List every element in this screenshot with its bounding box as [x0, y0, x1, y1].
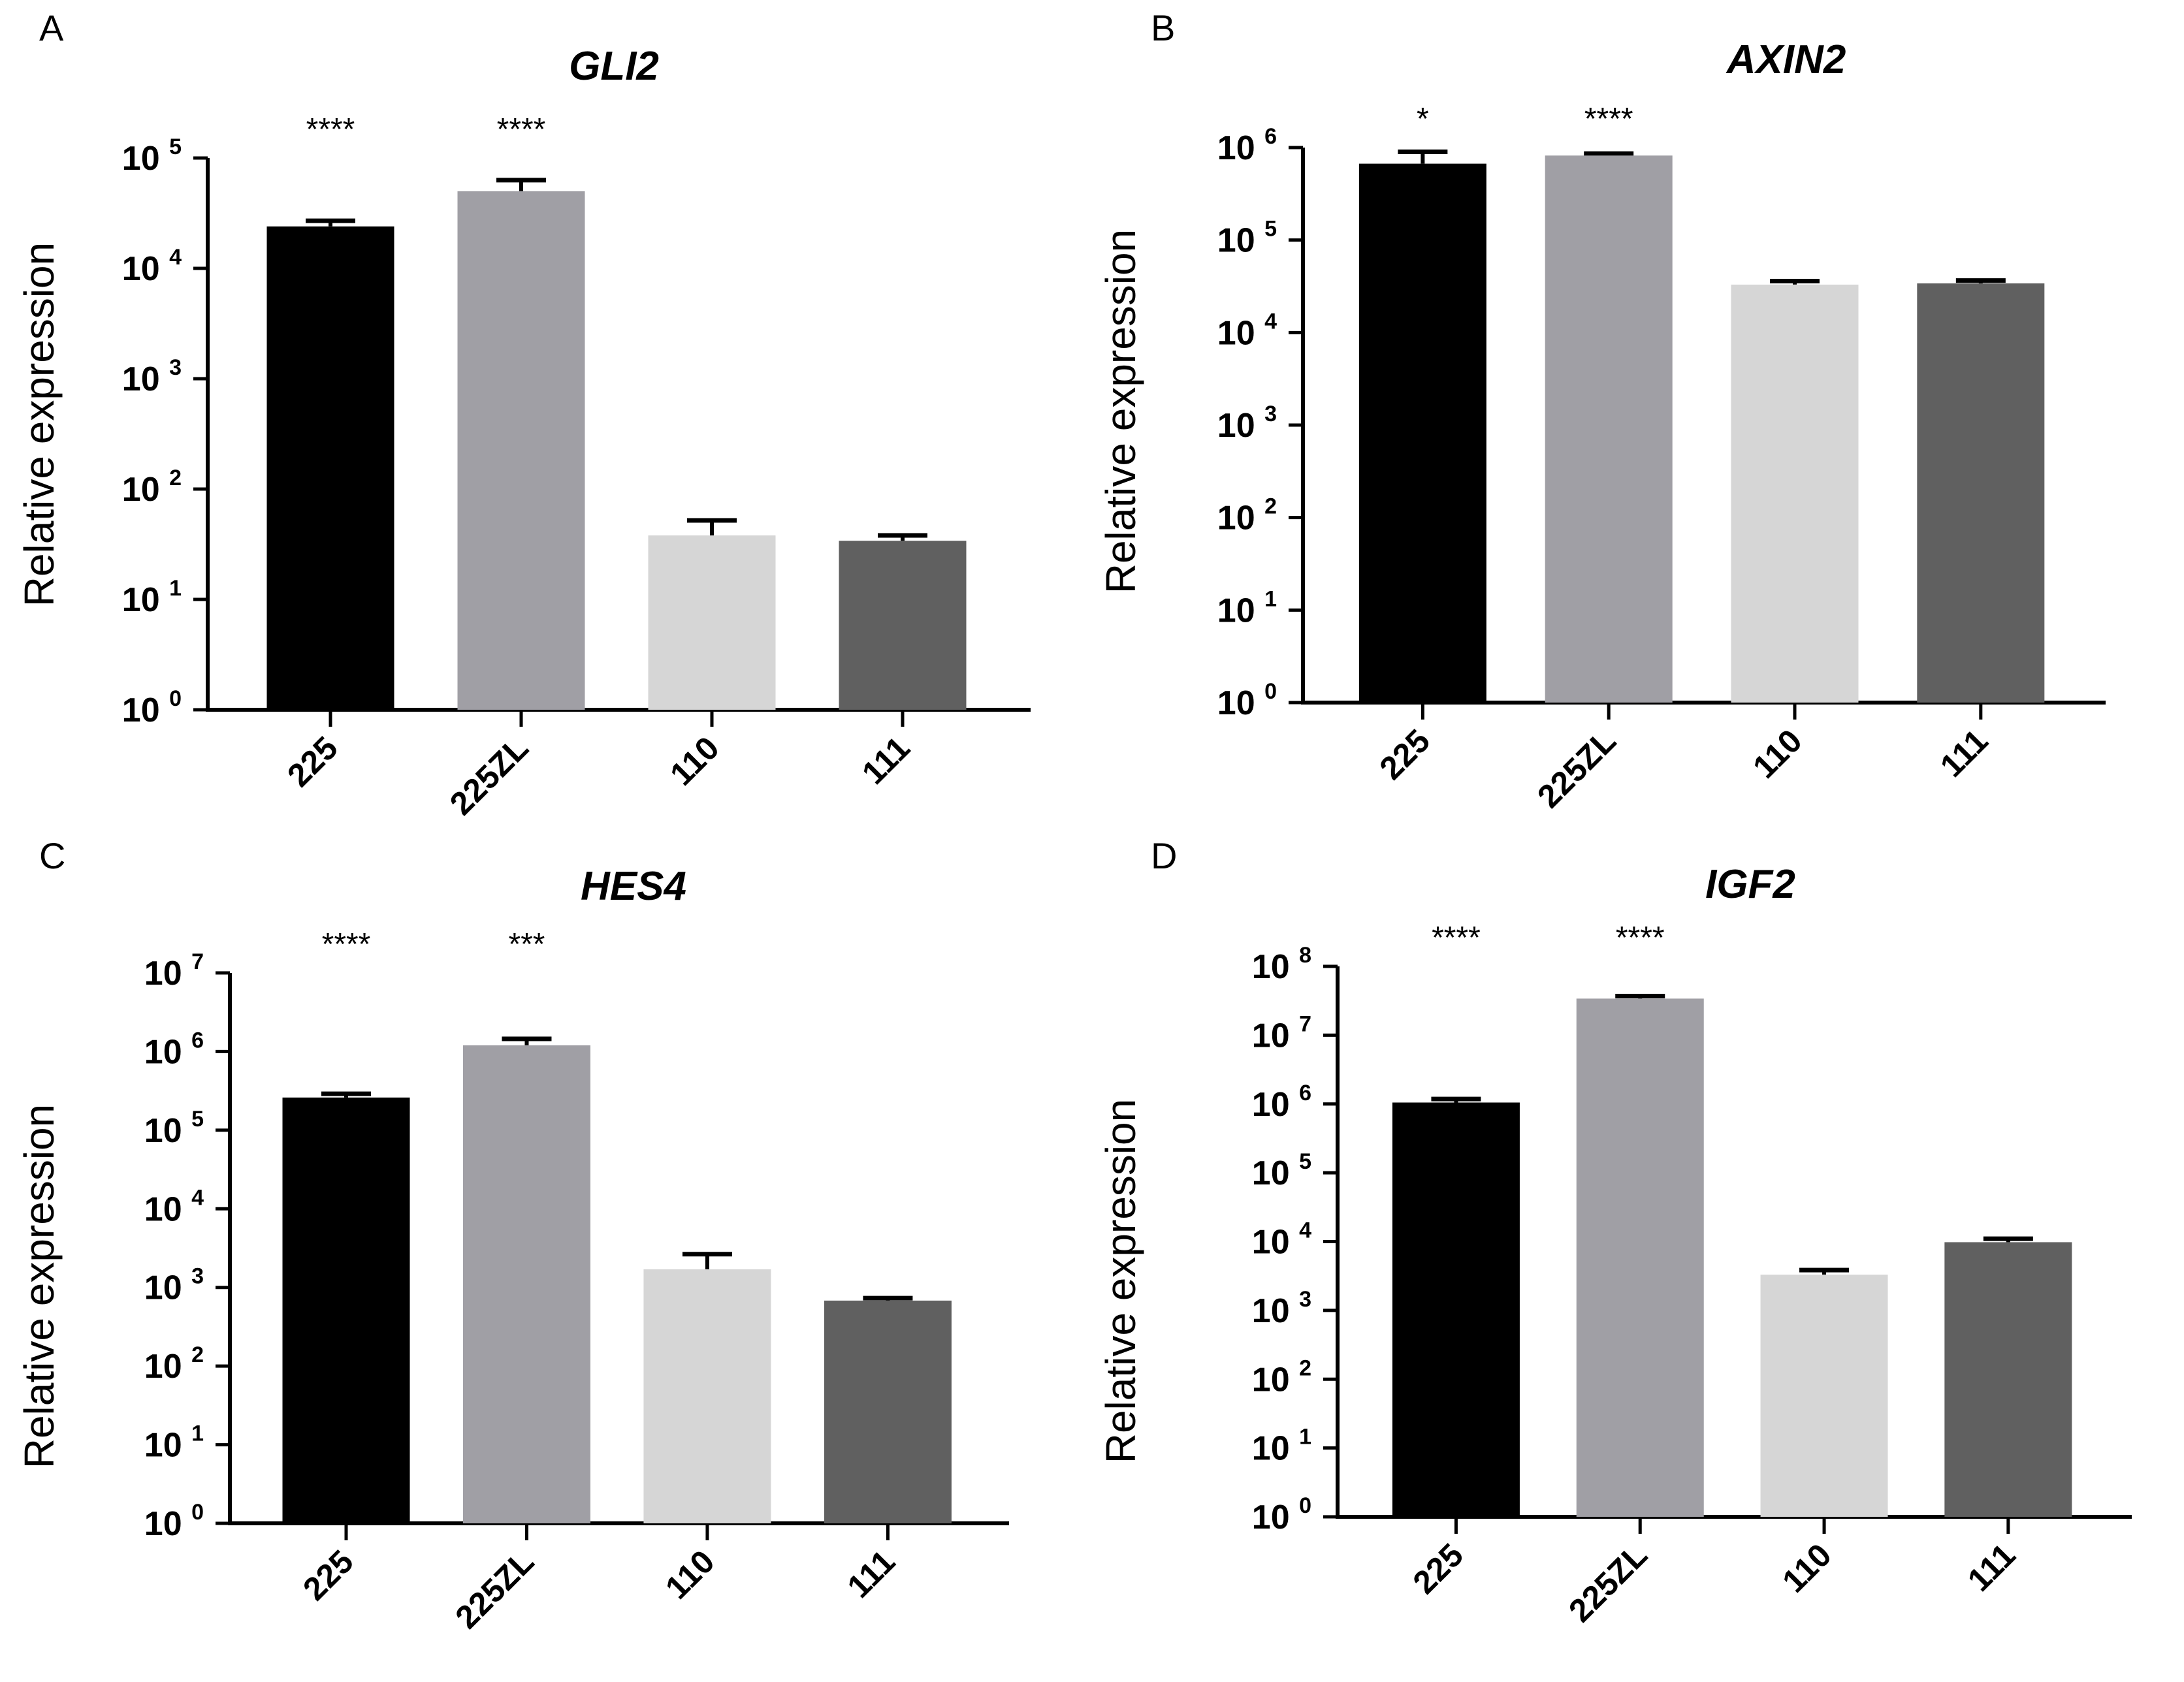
chart-panel-A: A GLI2 Relative expression 10 0 10 1 10 2 10 3… — [16, 7, 1031, 822]
significance-label: **** — [1616, 921, 1665, 955]
significance-label: **** — [1432, 921, 1481, 955]
y-tick-label: 10 2 — [144, 1342, 204, 1386]
category-label: 225 — [1406, 1536, 1471, 1601]
chart-title: AXIN2 — [1726, 37, 1846, 82]
category-label: 225ZL — [443, 729, 536, 822]
y-tick-label: 10 3 — [144, 1264, 204, 1307]
bar-225ZL — [1576, 998, 1704, 1517]
category-label: 110 — [1746, 722, 1809, 785]
category-label: 110 — [658, 1543, 722, 1606]
chart-title: GLI2 — [569, 44, 659, 89]
y-tick-label: 10 5 — [122, 135, 182, 178]
y-tick-label: 10 6 — [144, 1028, 204, 1071]
y-tick-label: 10 1 — [1252, 1425, 1311, 1468]
y-axis-label: Relative expression — [16, 1104, 63, 1469]
chart-panel-C: C HES4 Relative expression 10 0 10 1 10 2 10 3… — [16, 835, 1009, 1636]
y-tick-label: 10 3 — [122, 355, 182, 398]
bar-111 — [1944, 1242, 2072, 1517]
bar-110 — [1760, 1275, 1888, 1517]
y-tick-label: 10 4 — [1217, 309, 1277, 352]
category-label: 225ZL — [448, 1543, 541, 1636]
bar-111 — [839, 541, 967, 710]
category-label: 111 — [1961, 1536, 2023, 1598]
bar-111 — [1917, 283, 2045, 703]
significance-label: *** — [508, 927, 545, 962]
y-axis-label: Relative expression — [1097, 229, 1144, 594]
bar-110 — [643, 1269, 771, 1523]
y-tick-label: 10 0 — [122, 686, 182, 729]
panel-letter: B — [1151, 7, 1175, 48]
significance-label: **** — [497, 112, 546, 147]
y-tick-label: 10 5 — [1217, 217, 1277, 260]
category-label: 225 — [1373, 722, 1437, 787]
y-axis-label: Relative expression — [1097, 1099, 1144, 1464]
category-label: 111 — [855, 729, 917, 791]
bar-225ZL — [462, 1045, 590, 1523]
y-tick-label: 10 0 — [144, 1500, 204, 1543]
y-tick-label: 10 3 — [1252, 1287, 1311, 1330]
category-label: 111 — [1933, 722, 1995, 784]
y-tick-label: 10 4 — [122, 245, 182, 288]
significance-label: **** — [322, 927, 371, 962]
y-tick-label: 10 1 — [1217, 586, 1277, 629]
bar-225 — [282, 1097, 410, 1523]
chart-title: IGF2 — [1705, 862, 1795, 907]
chart-panel-B: B AXIN2 Relative expression 10 0 10 1 10 2 10 … — [1097, 7, 2106, 815]
category-label: 225ZL — [1562, 1536, 1654, 1629]
bar-111 — [824, 1300, 952, 1523]
y-tick-label: 10 4 — [1252, 1218, 1311, 1262]
significance-label: **** — [1584, 102, 1633, 136]
y-tick-label: 10 6 — [1217, 124, 1277, 167]
significance-label: **** — [306, 112, 355, 147]
y-tick-label: 10 2 — [1252, 1356, 1311, 1399]
panel-letter: D — [1151, 835, 1177, 876]
bar-225 — [1358, 163, 1486, 703]
bar-225 — [266, 226, 394, 710]
panel-letter: C — [39, 835, 65, 876]
y-tick-label: 10 7 — [1252, 1011, 1311, 1055]
y-tick-label: 10 3 — [1217, 402, 1277, 445]
bar-225ZL — [457, 191, 585, 710]
y-tick-label: 10 0 — [1217, 679, 1277, 722]
bar-225ZL — [1545, 155, 1673, 703]
category-label: 110 — [1775, 1536, 1839, 1600]
chart-title: HES4 — [581, 864, 686, 909]
y-tick-label: 10 1 — [144, 1421, 204, 1465]
y-tick-label: 10 2 — [122, 466, 182, 509]
y-tick-label: 10 1 — [122, 576, 182, 619]
y-tick-label: 10 5 — [1252, 1149, 1311, 1192]
y-tick-label: 10 8 — [1252, 943, 1311, 986]
chart-panel-D: D IGF2 Relative expression 10 0 10 1 10 2 10 3… — [1097, 835, 2132, 1629]
y-tick-label: 10 2 — [1217, 494, 1277, 537]
bar-110 — [648, 535, 776, 710]
category-label: 111 — [841, 1543, 903, 1605]
bar-225 — [1392, 1102, 1520, 1517]
significance-label: * — [1417, 102, 1429, 136]
y-tick-label: 10 6 — [1252, 1081, 1311, 1124]
y-tick-label: 10 0 — [1252, 1493, 1311, 1536]
panel-letter: A — [39, 7, 64, 48]
category-label: 225 — [280, 729, 345, 794]
bar-110 — [1731, 284, 1859, 703]
y-axis-label: Relative expression — [16, 242, 63, 607]
category-label: 110 — [663, 729, 726, 793]
y-tick-label: 10 4 — [144, 1185, 204, 1228]
y-tick-label: 10 5 — [144, 1107, 204, 1150]
category-label: 225 — [296, 1543, 361, 1608]
category-label: 225ZL — [1530, 722, 1623, 815]
y-tick-label: 10 7 — [144, 949, 204, 992]
